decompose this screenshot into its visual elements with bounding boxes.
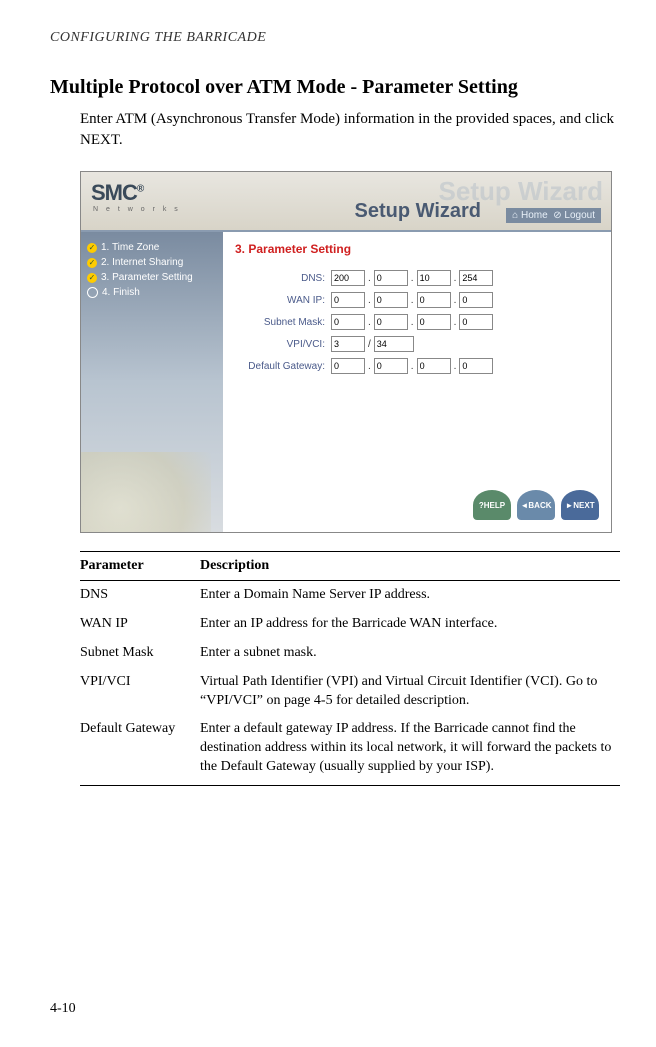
parameter-table: Parameter Description DNSEnter a Domain … (80, 551, 620, 786)
th-parameter: Parameter (80, 552, 200, 581)
wizard-main: 3. Parameter Setting DNS:...WAN IP:...Su… (223, 232, 611, 532)
param-name: VPI/VCI (80, 668, 200, 716)
ip-octet-input[interactable] (459, 314, 493, 330)
param-desc: Enter an IP address for the Barricade WA… (200, 610, 620, 639)
param-desc: Enter a default gateway IP address. If t… (200, 715, 620, 785)
ip-octet-input[interactable] (374, 358, 408, 374)
field-label: VPI/VCI: (235, 339, 331, 350)
ip-octet-input[interactable] (417, 292, 451, 308)
param-name: Subnet Mask (80, 639, 200, 668)
table-row: DNSEnter a Domain Name Server IP address… (80, 581, 620, 610)
sidebar-label: 2. Internet Sharing (101, 257, 183, 268)
ip-octet-input[interactable] (417, 358, 451, 374)
intro-text: Enter ATM (Asynchronous Transfer Mode) i… (80, 109, 616, 151)
param-desc: Enter a subnet mask. (200, 639, 620, 668)
param-desc: Enter a Domain Name Server IP address. (200, 581, 620, 610)
field-label: DNS: (235, 273, 331, 284)
form-row: DNS:... (235, 270, 599, 286)
table-row: Default GatewayEnter a default gateway I… (80, 715, 620, 785)
param-desc: Virtual Path Identifier (VPI) and Virtua… (200, 668, 620, 716)
dot-separator: . (411, 317, 414, 328)
dot-separator: . (368, 273, 371, 284)
ip-octet-input[interactable] (417, 314, 451, 330)
ip-octet-input[interactable] (374, 292, 408, 308)
dot-separator: . (454, 361, 457, 372)
wizard-sidebar: ✓ 1. Time Zone ✓ 2. Internet Sharing ✓ 3. Par… (81, 232, 223, 532)
networks-label: N e t w o r k s (93, 206, 181, 213)
page-title: Multiple Protocol over ATM Mode - Parame… (50, 76, 616, 99)
vci-input[interactable] (374, 336, 414, 352)
slash-separator: / (368, 339, 371, 350)
sidebar-label: 3. Parameter Setting (101, 272, 193, 283)
vpi-input[interactable] (331, 336, 365, 352)
param-name: DNS (80, 581, 200, 610)
ip-octet-input[interactable] (459, 358, 493, 374)
ip-octet-input[interactable] (331, 314, 365, 330)
check-icon: ✓ (87, 273, 97, 283)
dot-separator: . (368, 361, 371, 372)
running-header: CONFIGURING THE BARRICADE (50, 30, 616, 46)
smc-logo: SMC® (91, 180, 143, 206)
dot-separator: . (411, 273, 414, 284)
circle-icon (87, 287, 98, 298)
ip-octet-input[interactable] (417, 270, 451, 286)
sidebar-item[interactable]: ✓ 1. Time Zone (87, 240, 217, 255)
sidebar-item[interactable]: 4. Finish (87, 285, 217, 300)
field-label: Subnet Mask: (235, 317, 331, 328)
form-row: VPI/VCI: / (235, 336, 599, 352)
form-row: WAN IP:... (235, 292, 599, 308)
back-button[interactable]: ◄BACK (517, 490, 555, 520)
dot-separator: . (368, 295, 371, 306)
ip-octet-input[interactable] (331, 270, 365, 286)
table-row: VPI/VCIVirtual Path Identifier (VPI) and… (80, 668, 620, 716)
check-icon: ✓ (87, 258, 97, 268)
table-row: Subnet MaskEnter a subnet mask. (80, 639, 620, 668)
keyboard-image (81, 452, 211, 532)
table-row: WAN IPEnter an IP address for the Barric… (80, 610, 620, 639)
dot-separator: . (454, 317, 457, 328)
check-icon: ✓ (87, 243, 97, 253)
th-description: Description (200, 552, 620, 581)
page-number: 4-10 (50, 1001, 76, 1017)
screenshot-container: SMC® N e t w o r k s Setup Wizard Setup … (80, 171, 612, 533)
ip-octet-input[interactable] (331, 358, 365, 374)
help-button[interactable]: ?HELP (473, 490, 511, 520)
ip-octet-input[interactable] (374, 314, 408, 330)
ip-octet-input[interactable] (331, 292, 365, 308)
sidebar-label: 1. Time Zone (101, 242, 159, 253)
form-row: Subnet Mask:... (235, 314, 599, 330)
dot-separator: . (368, 317, 371, 328)
wizard-buttons: ?HELP ◄BACK ►NEXT (473, 490, 599, 520)
dot-separator: . (454, 295, 457, 306)
field-label: Default Gateway: (235, 361, 331, 372)
section-title: 3. Parameter Setting (235, 242, 599, 256)
ip-octet-input[interactable] (459, 270, 493, 286)
topbar-links[interactable]: ⌂ Home ⊘ Logout (506, 208, 601, 223)
dot-separator: . (411, 361, 414, 372)
wizard-text: Setup Wizard (355, 200, 482, 223)
ip-octet-input[interactable] (374, 270, 408, 286)
screenshot-header: SMC® N e t w o r k s Setup Wizard Setup … (81, 172, 611, 232)
ip-octet-input[interactable] (459, 292, 493, 308)
sidebar-item[interactable]: ✓ 3. Parameter Setting (87, 270, 217, 285)
sidebar-item[interactable]: ✓ 2. Internet Sharing (87, 255, 217, 270)
param-name: WAN IP (80, 610, 200, 639)
sidebar-label: 4. Finish (102, 287, 140, 298)
field-label: WAN IP: (235, 295, 331, 306)
form-row: Default Gateway:... (235, 358, 599, 374)
param-name: Default Gateway (80, 715, 200, 785)
dot-separator: . (454, 273, 457, 284)
dot-separator: . (411, 295, 414, 306)
next-button[interactable]: ►NEXT (561, 490, 599, 520)
